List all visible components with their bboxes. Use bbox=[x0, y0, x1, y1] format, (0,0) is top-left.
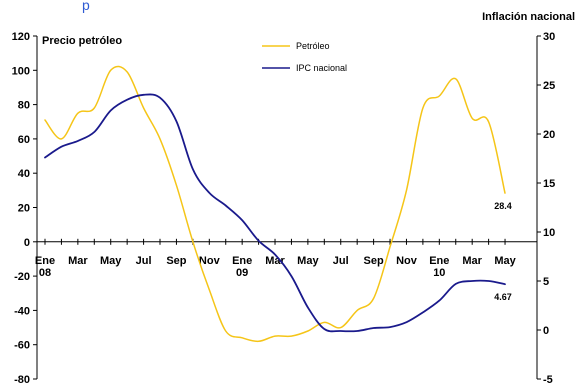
left-axis-title: Precio petróleo bbox=[42, 35, 122, 47]
x-tick-label: Mar bbox=[68, 255, 88, 267]
right-tick-label: 20 bbox=[543, 129, 555, 141]
x-tick-label: May bbox=[494, 255, 516, 267]
x-tick-label: Ene 09 bbox=[232, 255, 252, 279]
left-tick-label: -80 bbox=[14, 374, 30, 386]
left-tick-label: 60 bbox=[18, 134, 30, 146]
x-tick-label: Sep bbox=[364, 255, 384, 267]
x-tick-label: Nov bbox=[396, 255, 418, 267]
x-tick-label-line: Jul bbox=[136, 255, 152, 267]
x-tick-label-line: 09 bbox=[236, 267, 248, 279]
x-tick-label: Sep bbox=[166, 255, 186, 267]
legend-label-ipc-nacional: IPC nacional bbox=[296, 63, 347, 73]
x-tick-label-line: 10 bbox=[433, 267, 445, 279]
x-tick-label-line: May bbox=[297, 255, 319, 267]
left-tick-label: -40 bbox=[14, 305, 30, 317]
right-tick-label: 0 bbox=[543, 325, 549, 337]
right-tick-label: -5 bbox=[543, 374, 553, 386]
right-tick-label: 15 bbox=[543, 178, 555, 190]
x-tick-label-line: May bbox=[100, 255, 122, 267]
x-tick-label-line: Mar bbox=[265, 255, 285, 267]
left-tick-label: 20 bbox=[18, 203, 30, 215]
right-tick-label: 30 bbox=[543, 31, 555, 43]
left-tick-label: 40 bbox=[18, 168, 30, 180]
x-tick-label: Ene 08 bbox=[35, 255, 55, 279]
x-tick-label: Ene 10 bbox=[429, 255, 449, 279]
right-axis-title: Inflación nacional bbox=[482, 11, 575, 23]
right-axis: 30 25 20 15 10 5 0 -5 bbox=[536, 31, 555, 386]
x-tick-label-line: Sep bbox=[364, 255, 384, 267]
left-tick-label: 80 bbox=[18, 100, 30, 112]
left-tick-label: 0 bbox=[24, 237, 30, 249]
x-tick-label-line: Mar bbox=[462, 255, 482, 267]
series-layer bbox=[44, 65, 506, 343]
x-tick-label: Jul bbox=[333, 255, 349, 267]
x-tick-label: Nov bbox=[199, 255, 221, 267]
x-tick-label-line: Mar bbox=[68, 255, 88, 267]
x-tick-label-line: Nov bbox=[199, 255, 221, 267]
left-tick-label: 100 bbox=[12, 65, 30, 77]
left-axis: 120 100 80 60 40 20 0 -20 -40 -60 -80 bbox=[12, 31, 38, 386]
x-tick-label: Mar bbox=[265, 255, 285, 267]
x-tick-label: May bbox=[100, 255, 122, 267]
series-line-ipc-nacional bbox=[44, 93, 506, 333]
x-tick-label-line: Nov bbox=[396, 255, 418, 267]
left-tick-label: 120 bbox=[12, 31, 30, 43]
x-tick-label: May bbox=[297, 255, 319, 267]
x-tick-label-line: Ene bbox=[232, 255, 252, 267]
left-tick-label: -60 bbox=[14, 340, 30, 352]
x-tick-label-line: Jul bbox=[333, 255, 349, 267]
legend: Petróleo IPC nacional bbox=[262, 41, 347, 73]
x-tick-label: Jul bbox=[136, 255, 152, 267]
data-label-ipc-nacional: 4.67 bbox=[494, 292, 512, 302]
series-line-petroleo bbox=[44, 65, 506, 343]
x-tick-label-line: Ene bbox=[35, 255, 55, 267]
x-tick-label: Mar bbox=[462, 255, 482, 267]
right-tick-label: 5 bbox=[543, 276, 549, 288]
right-tick-label: 10 bbox=[543, 227, 555, 239]
x-tick-label-line: 08 bbox=[39, 267, 51, 279]
right-tick-label: 25 bbox=[543, 80, 555, 92]
x-tick-label-line: Sep bbox=[166, 255, 186, 267]
left-tick-label: -20 bbox=[14, 271, 30, 283]
legend-label-petroleo: Petróleo bbox=[296, 41, 330, 51]
x-tick-label-line: May bbox=[494, 255, 516, 267]
chart-top-caption: p bbox=[82, 0, 90, 13]
data-label-petroleo: 28.4 bbox=[494, 201, 512, 211]
data-labels: 28.4 4.67 bbox=[494, 201, 512, 302]
x-tick-label-line: Ene bbox=[429, 255, 449, 267]
